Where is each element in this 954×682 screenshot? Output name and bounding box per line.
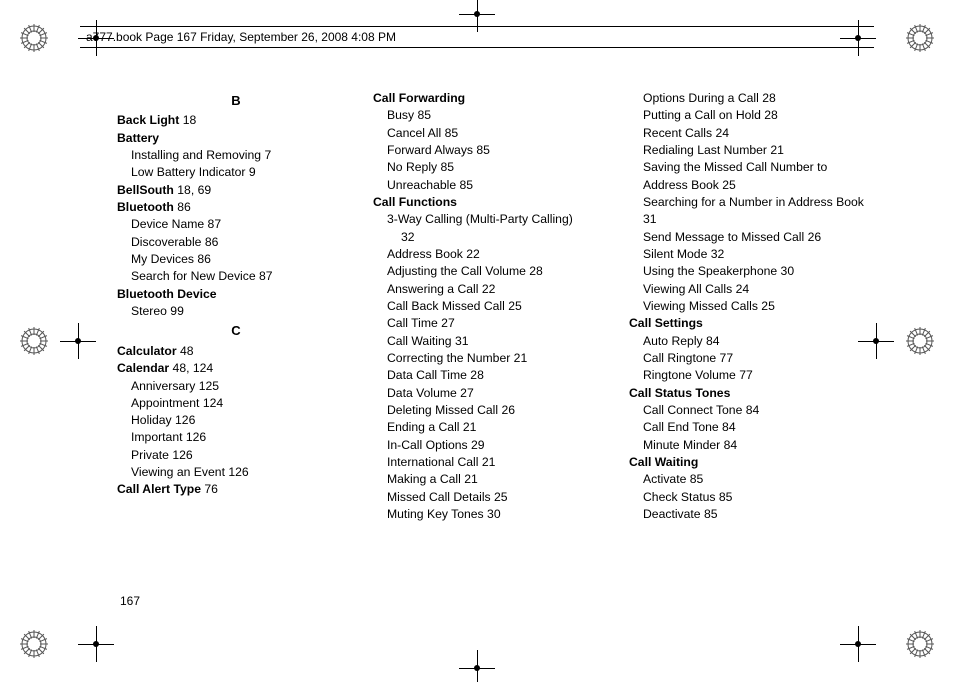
index-subentry: Stereo 99 <box>117 303 355 320</box>
index-subentry: Forward Always 85 <box>373 142 611 159</box>
index-subentry: Auto Reply 84 <box>629 333 867 350</box>
index-subentry: 3-Way Calling (Multi-Party Calling) <box>373 211 611 228</box>
cropcross-left-mid <box>60 323 96 359</box>
index-subentry: Call Ringtone 77 <box>629 350 867 367</box>
index-subentry: Deactivate 85 <box>629 506 867 523</box>
regmark-top-right <box>900 18 940 58</box>
index-subentry: Viewing Missed Calls 25 <box>629 298 867 315</box>
index-subentry: Call Waiting 31 <box>373 333 611 350</box>
index-subentry: Missed Call Details 25 <box>373 489 611 506</box>
regmark-left-mid <box>14 321 54 361</box>
page-meta-text: a777.book Page 167 Friday, September 26,… <box>86 30 396 44</box>
index-subentry: Using the Speakerphone 30 <box>629 263 867 280</box>
index-subentry: Busy 85 <box>373 107 611 124</box>
regmark-bottom-left <box>14 624 54 664</box>
cropcross-bottom-mid <box>459 650 495 682</box>
index-subentry: Making a Call 21 <box>373 471 611 488</box>
index-subentry: Putting a Call on Hold 28 <box>629 107 867 124</box>
index-subentry: International Call 21 <box>373 454 611 471</box>
index-subentry: Searching for a Number in Address Book 3… <box>629 194 867 229</box>
page-meta-bar: a777.book Page 167 Friday, September 26,… <box>80 26 874 48</box>
index-subentry: Call End Tone 84 <box>629 419 867 436</box>
page-number: 167 <box>120 594 140 608</box>
index-subentry: Unreachable 85 <box>373 177 611 194</box>
index-heading: Back Light 18 <box>117 112 355 129</box>
index-subentry: Private 126 <box>117 447 355 464</box>
index-subentry: Device Name 87 <box>117 216 355 233</box>
index-heading: Bluetooth Device <box>117 286 355 303</box>
index-subentry: Correcting the Number 21 <box>373 350 611 367</box>
index-subentry: No Reply 85 <box>373 159 611 176</box>
index-subentry: Search for New Device 87 <box>117 268 355 285</box>
index-subentry: Important 126 <box>117 429 355 446</box>
index-section-letter: C <box>117 322 355 340</box>
index-subentry: Anniversary 125 <box>117 378 355 395</box>
index-subentry: Viewing All Calls 24 <box>629 281 867 298</box>
index-subentry: In-Call Options 29 <box>373 437 611 454</box>
index-heading: Call Functions <box>373 194 611 211</box>
index-subentry: Data Call Time 28 <box>373 367 611 384</box>
index-heading: Call Forwarding <box>373 90 611 107</box>
index-subentry: 32 <box>373 229 611 246</box>
index-subentry: Send Message to Missed Call 26 <box>629 229 867 246</box>
index-heading: Calendar 48, 124 <box>117 360 355 377</box>
index-subentry: Low Battery Indicator 9 <box>117 164 355 181</box>
index-subentry: Check Status 85 <box>629 489 867 506</box>
index-subentry: Deleting Missed Call 26 <box>373 402 611 419</box>
index-column-2: Call ForwardingBusy 85Cancel All 85Forwa… <box>373 90 611 600</box>
index-subentry: Cancel All 85 <box>373 125 611 142</box>
index-subentry: Holiday 126 <box>117 412 355 429</box>
index-heading: Call Status Tones <box>629 385 867 402</box>
index-subentry: Ending a Call 21 <box>373 419 611 436</box>
index-heading: Call Alert Type 76 <box>117 481 355 498</box>
index-subentry: Data Volume 27 <box>373 385 611 402</box>
index-subentry: Installing and Removing 7 <box>117 147 355 164</box>
index-subentry: Appointment 124 <box>117 395 355 412</box>
index-subentry: Call Time 27 <box>373 315 611 332</box>
index-subentry: Minute Minder 84 <box>629 437 867 454</box>
cropcross-br <box>840 626 876 662</box>
index-subentry: Answering a Call 22 <box>373 281 611 298</box>
index-subentry: Activate 85 <box>629 471 867 488</box>
index-heading: Call Waiting <box>629 454 867 471</box>
index-subentry: Call Back Missed Call 25 <box>373 298 611 315</box>
index-subentry: Muting Key Tones 30 <box>373 506 611 523</box>
index-subentry: My Devices 86 <box>117 251 355 268</box>
index-heading: Calculator 48 <box>117 343 355 360</box>
regmark-bottom-right <box>900 624 940 664</box>
cropcross-bl <box>78 626 114 662</box>
index-subentry: Silent Mode 32 <box>629 246 867 263</box>
page: a777.book Page 167 Friday, September 26,… <box>0 0 954 682</box>
index-column-1: B Back Light 18BatteryInstalling and Remo… <box>117 90 355 600</box>
index-column-3: Options During a Call 28Putting a Call o… <box>629 90 867 600</box>
regmark-top-left <box>14 18 54 58</box>
index-heading: Call Settings <box>629 315 867 332</box>
index-subentry: Ringtone Volume 77 <box>629 367 867 384</box>
index-subentry: Address Book 22 <box>373 246 611 263</box>
index-subentry: Viewing an Event 126 <box>117 464 355 481</box>
index-subentry: Options During a Call 28 <box>629 90 867 107</box>
index-heading: BellSouth 18, 69 <box>117 182 355 199</box>
index-section-letter: B <box>117 92 355 110</box>
regmark-right-mid <box>900 321 940 361</box>
index-subentry: Adjusting the Call Volume 28 <box>373 263 611 280</box>
index-content: B Back Light 18BatteryInstalling and Remo… <box>117 90 867 600</box>
index-heading: Bluetooth 86 <box>117 199 355 216</box>
index-subentry: Call Connect Tone 84 <box>629 402 867 419</box>
index-subentry: Recent Calls 24 <box>629 125 867 142</box>
index-subentry: Saving the Missed Call Number to Address… <box>629 159 867 194</box>
index-subentry: Discoverable 86 <box>117 234 355 251</box>
index-subentry: Redialing Last Number 21 <box>629 142 867 159</box>
index-heading: Battery <box>117 130 355 147</box>
